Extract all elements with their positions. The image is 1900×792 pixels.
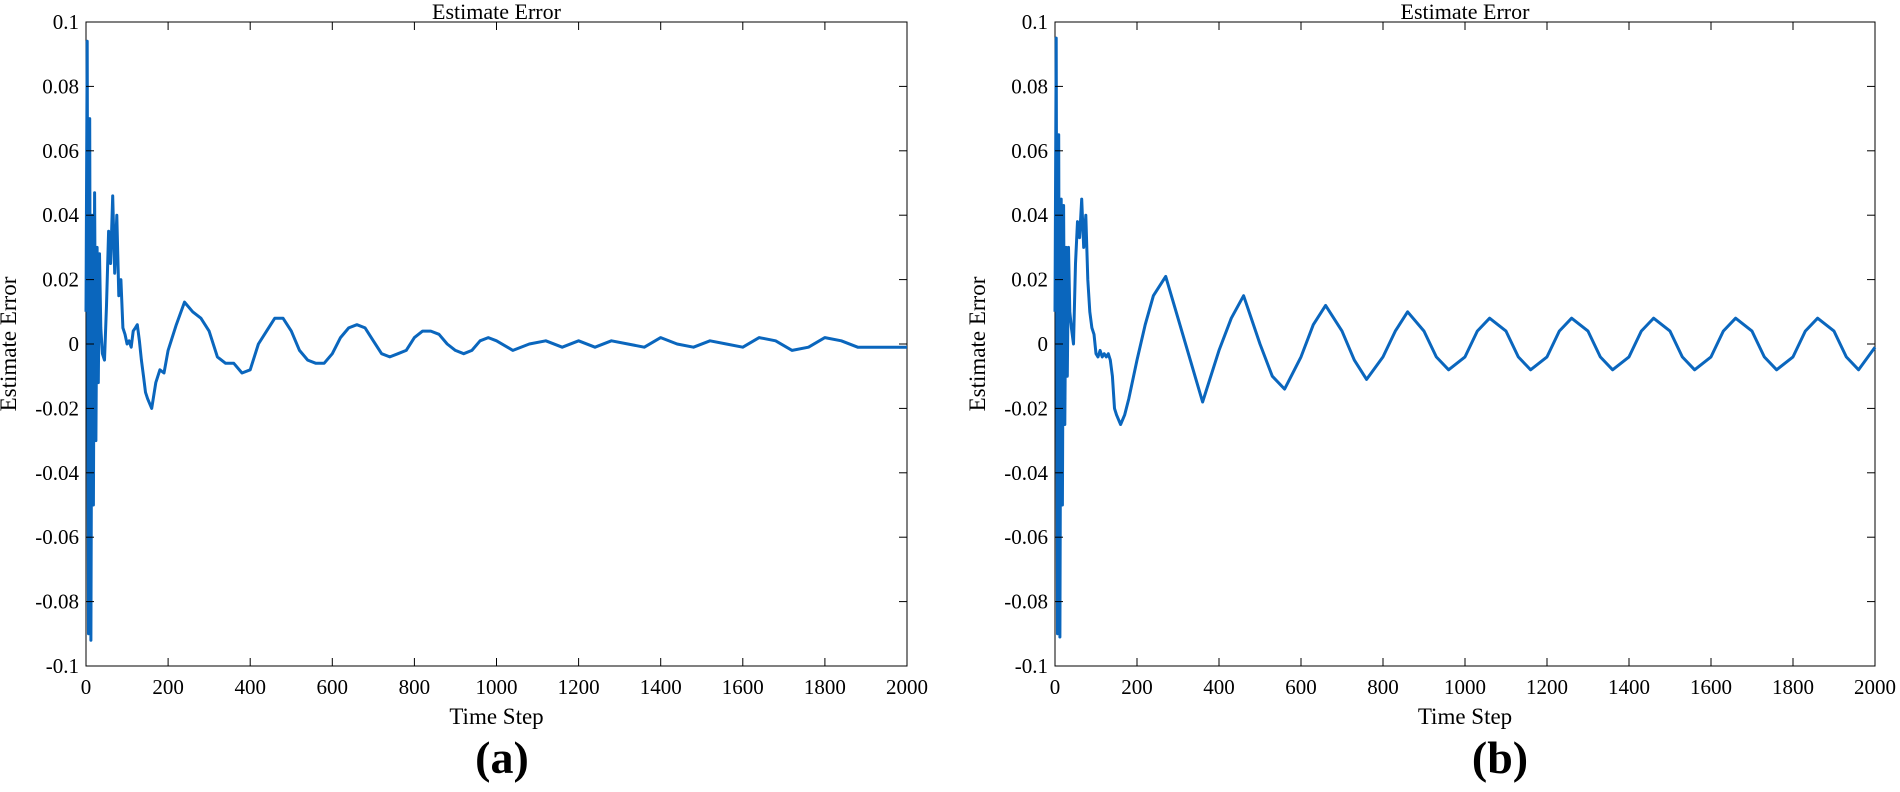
y-tick-label: 0.08	[42, 74, 79, 98]
x-axis-label: Time Step	[449, 704, 543, 729]
x-tick-label: 1400	[640, 675, 682, 699]
y-tick-label: 0.1	[1022, 10, 1048, 34]
x-tick-label: 800	[399, 675, 431, 699]
x-tick-label: 400	[1203, 675, 1235, 699]
y-tick-label: 0.06	[42, 139, 79, 163]
chart-b: 0 200 400 600 800 1000 1200 1400 1600 1800 2000 -0.…	[965, 0, 1896, 729]
y-tick-label: -0.04	[35, 461, 79, 485]
y-tick-label: -0.04	[1004, 461, 1048, 485]
y-tick-label: -0.08	[1004, 590, 1048, 614]
y-tick-label: 0	[1038, 332, 1049, 356]
y-tick-label: 0.02	[42, 268, 79, 292]
y-tick-label: -0.06	[35, 525, 79, 549]
y-tick-label: 0.04	[42, 203, 79, 227]
x-tick-label: 800	[1367, 675, 1399, 699]
x-tick-label: 1600	[722, 675, 764, 699]
series-line	[84, 39, 907, 642]
y-tick-label: 0.1	[53, 10, 79, 34]
x-tick-label: 2000	[1854, 675, 1896, 699]
y-axis-label: Estimate Error	[0, 276, 21, 411]
chart-a: 0 200 400 600 800 1000 1200 1400 1600 1800 2000 -0.…	[0, 0, 928, 729]
x-tick-label: 200	[1121, 675, 1153, 699]
x-tick-label: 2000	[886, 675, 928, 699]
x-tick-label: 1400	[1608, 675, 1650, 699]
x-tick-label: 1200	[558, 675, 600, 699]
x-tick-label: 600	[1285, 675, 1317, 699]
x-tick-label: 400	[234, 675, 266, 699]
y-tick-label: 0.04	[1011, 203, 1048, 227]
plot-area	[85, 21, 908, 667]
y-tick-label: 0.08	[1011, 74, 1048, 98]
y-axis-label: Estimate Error	[965, 276, 990, 411]
y-tick-label: 0	[69, 332, 80, 356]
series-line	[1053, 36, 1877, 639]
x-tick-label: 600	[317, 675, 349, 699]
panel-caption-a: (a)	[475, 732, 529, 783]
y-tick-label: -0.1	[1015, 654, 1048, 678]
x-tick-label: 1000	[1444, 675, 1486, 699]
chart-title: Estimate Error	[1401, 0, 1531, 24]
x-tick-label: 1800	[804, 675, 846, 699]
x-tick-label: 1600	[1690, 675, 1732, 699]
y-tick-label: -0.08	[35, 590, 79, 614]
x-tick-label: 1200	[1526, 675, 1568, 699]
x-tick-label: 0	[1050, 675, 1061, 699]
plot-area	[1054, 21, 1876, 667]
y-tick-label: -0.02	[1004, 396, 1048, 420]
y-tick-label: -0.06	[1004, 525, 1048, 549]
x-axis-label: Time Step	[1418, 704, 1512, 729]
x-tick-label: 200	[152, 675, 184, 699]
x-tick-label: 0	[81, 675, 92, 699]
y-tick-label: -0.1	[46, 654, 79, 678]
x-tick-label: 1800	[1772, 675, 1814, 699]
chart-title: Estimate Error	[432, 0, 562, 24]
y-tick-label: 0.02	[1011, 268, 1048, 292]
panel-caption-b: (b)	[1471, 732, 1529, 783]
y-tick-label: 0.06	[1011, 139, 1048, 163]
y-tick-label: -0.02	[35, 396, 79, 420]
x-tick-label: 1000	[476, 675, 518, 699]
